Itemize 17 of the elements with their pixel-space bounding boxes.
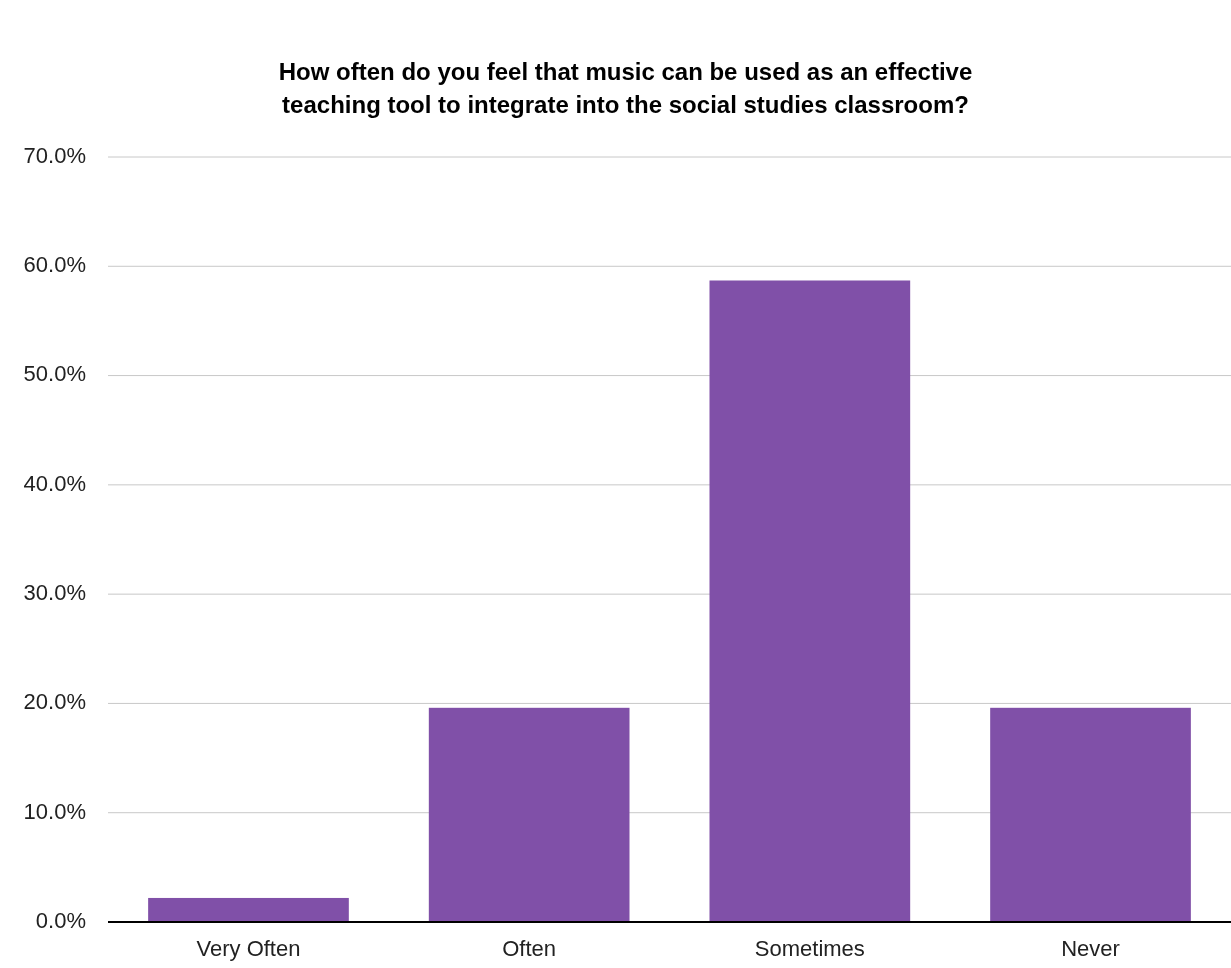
y-tick-label: 60.0% — [23, 252, 86, 278]
x-tick-label: Very Often — [196, 936, 301, 961]
x-tick-label: Sometimes — [754, 936, 865, 961]
bar — [428, 707, 630, 922]
y-tick-label: 50.0% — [23, 361, 86, 387]
y-tick-label: 0.0% — [35, 907, 86, 933]
bar — [709, 280, 911, 922]
chart-title: How often do you feel that music can be used as an effective teaching tool to integrate into the social studies classroom? — [278, 58, 973, 118]
y-tick-label: 30.0% — [23, 579, 86, 605]
x-tick-label: Never — [1061, 936, 1120, 961]
y-tick-label: 40.0% — [23, 470, 86, 496]
bar — [990, 707, 1191, 922]
y-tick-label: 10.0% — [23, 798, 86, 824]
bar — [148, 897, 349, 922]
x-tick-label: Often — [502, 936, 557, 961]
y-tick-label: 70.0% — [23, 142, 86, 168]
y-tick-label: 20.0% — [23, 689, 86, 715]
